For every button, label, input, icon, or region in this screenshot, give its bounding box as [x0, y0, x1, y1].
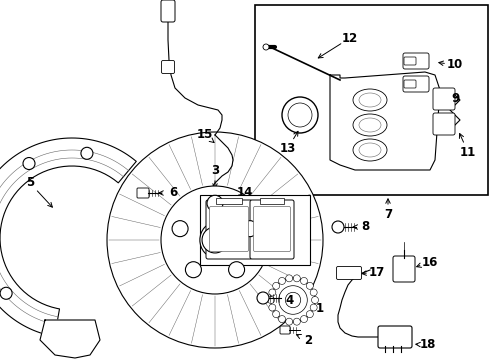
Ellipse shape	[200, 223, 230, 257]
Circle shape	[272, 282, 280, 289]
Circle shape	[269, 289, 276, 296]
FancyBboxPatch shape	[280, 326, 290, 334]
Circle shape	[286, 318, 293, 325]
Bar	[216, 198, 242, 204]
Circle shape	[268, 297, 274, 303]
Ellipse shape	[353, 89, 387, 111]
FancyBboxPatch shape	[433, 88, 455, 110]
FancyBboxPatch shape	[206, 200, 252, 259]
Circle shape	[300, 316, 308, 323]
Ellipse shape	[359, 143, 381, 157]
FancyBboxPatch shape	[404, 57, 416, 65]
FancyBboxPatch shape	[161, 0, 175, 22]
Circle shape	[0, 287, 12, 299]
Circle shape	[257, 292, 269, 304]
Text: 14: 14	[237, 185, 253, 198]
Circle shape	[332, 221, 344, 233]
Text: 8: 8	[361, 220, 369, 234]
Circle shape	[172, 221, 188, 237]
Circle shape	[242, 221, 258, 237]
Text: 2: 2	[304, 333, 312, 346]
Text: 10: 10	[447, 58, 463, 72]
Text: 13: 13	[280, 141, 296, 154]
Text: 1: 1	[316, 302, 324, 315]
FancyBboxPatch shape	[403, 53, 429, 69]
Circle shape	[23, 158, 35, 170]
Circle shape	[81, 147, 93, 159]
Text: 3: 3	[211, 163, 219, 176]
Text: 6: 6	[169, 186, 177, 199]
Bar	[260, 198, 284, 204]
Circle shape	[269, 304, 276, 311]
Circle shape	[263, 44, 269, 50]
Circle shape	[310, 289, 317, 296]
FancyBboxPatch shape	[337, 266, 362, 279]
Bar	[255, 5, 488, 195]
Polygon shape	[40, 320, 100, 358]
Text: 4: 4	[286, 293, 294, 306]
FancyBboxPatch shape	[253, 207, 291, 252]
Circle shape	[272, 311, 280, 318]
Text: 16: 16	[422, 256, 438, 269]
Circle shape	[207, 195, 223, 211]
Polygon shape	[0, 138, 136, 337]
Text: 7: 7	[384, 208, 392, 221]
Circle shape	[312, 297, 318, 303]
Bar	[200, 195, 310, 265]
Circle shape	[271, 278, 315, 322]
Polygon shape	[330, 72, 440, 170]
Circle shape	[202, 227, 228, 253]
Text: 5: 5	[26, 176, 34, 189]
Circle shape	[278, 316, 286, 323]
Ellipse shape	[359, 93, 381, 107]
FancyBboxPatch shape	[433, 113, 455, 135]
FancyBboxPatch shape	[403, 76, 429, 92]
Circle shape	[300, 278, 308, 284]
FancyBboxPatch shape	[378, 326, 412, 348]
Text: 17: 17	[369, 266, 385, 279]
FancyBboxPatch shape	[137, 188, 149, 198]
Circle shape	[228, 262, 245, 278]
Ellipse shape	[353, 139, 387, 161]
Ellipse shape	[359, 118, 381, 132]
Circle shape	[285, 292, 301, 308]
FancyBboxPatch shape	[393, 256, 415, 282]
Circle shape	[161, 186, 269, 294]
Text: 12: 12	[342, 31, 358, 45]
Circle shape	[278, 278, 286, 284]
Text: 11: 11	[460, 145, 476, 158]
FancyBboxPatch shape	[210, 207, 248, 252]
Text: 18: 18	[420, 338, 436, 351]
FancyBboxPatch shape	[404, 80, 416, 88]
FancyBboxPatch shape	[250, 200, 294, 259]
Text: 9: 9	[451, 91, 459, 104]
Ellipse shape	[353, 114, 387, 136]
Circle shape	[310, 304, 317, 311]
Circle shape	[185, 262, 201, 278]
Circle shape	[286, 275, 293, 282]
FancyBboxPatch shape	[162, 60, 174, 73]
Text: 15: 15	[197, 129, 213, 141]
Circle shape	[294, 318, 300, 325]
Circle shape	[306, 311, 313, 318]
Circle shape	[107, 132, 323, 348]
Circle shape	[294, 275, 300, 282]
Circle shape	[306, 282, 313, 289]
Circle shape	[279, 286, 307, 314]
